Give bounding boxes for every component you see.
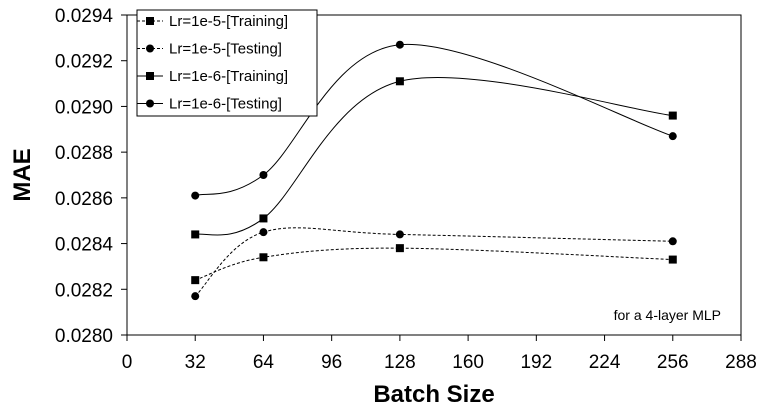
y-tick-label: 0.0294 <box>55 6 114 27</box>
x-tick-label: 96 <box>321 352 342 373</box>
legend-marker <box>146 17 154 25</box>
series-line <box>195 247 673 281</box>
legend-box <box>136 9 318 117</box>
legend-label: Lr=1e-6-[Training] <box>169 68 288 85</box>
y-axis-title: MAE <box>9 148 36 201</box>
x-tick-label: 256 <box>657 352 689 373</box>
series-line <box>194 227 673 297</box>
data-point <box>395 230 404 239</box>
y-tick-label: 0.0284 <box>55 235 114 256</box>
series-3 <box>191 77 677 239</box>
data-point <box>395 77 404 86</box>
y-tick-label: 0.0286 <box>55 189 113 210</box>
x-tick-label: 0 <box>122 352 133 373</box>
legend-marker <box>146 99 154 108</box>
data-point <box>259 171 268 179</box>
legend-label: Lr=1e-5-[Testing] <box>169 41 282 58</box>
series-layer <box>191 40 677 301</box>
legend-label: Lr=1e-5-[Training] <box>169 13 288 30</box>
data-point <box>668 132 677 141</box>
x-tick-label: 192 <box>520 352 552 373</box>
series-2 <box>191 227 677 301</box>
data-point <box>259 228 268 237</box>
data-point <box>668 111 677 120</box>
legend-marker <box>146 72 154 80</box>
series-line <box>195 77 673 236</box>
data-point <box>259 214 268 223</box>
y-tick-label: 0.0292 <box>55 52 113 73</box>
data-point <box>191 191 200 200</box>
axes <box>126 14 742 336</box>
y-tick-label: 0.0280 <box>55 326 113 347</box>
y-axis-ticks: 0.0280 0.0282 0.0284 0.0286 0.0288 0.0290 0.02… <box>55 6 127 347</box>
x-tick-label: 128 <box>384 352 416 373</box>
series-line <box>195 43 673 197</box>
x-tick-label: 288 <box>725 352 757 373</box>
y-tick-label: 0.0282 <box>55 280 113 301</box>
x-tick-label: 224 <box>589 352 621 373</box>
data-point <box>668 255 677 264</box>
x-axis-ticks: 0 32 64 96 128 160 192 224 256 288 <box>122 335 757 373</box>
data-point <box>191 276 200 285</box>
chart-annotation: for a 4-layer MLP <box>614 307 721 323</box>
x-tick-label: 32 <box>185 352 206 373</box>
series-4 <box>191 40 677 200</box>
legend-label: Lr=1e-6-[Testing] <box>169 96 282 113</box>
data-point <box>259 253 268 262</box>
y-tick-label: 0.0290 <box>55 97 113 118</box>
legend-marker <box>146 44 154 53</box>
x-axis-title: Batch Size <box>373 381 494 408</box>
series-1 <box>191 244 677 285</box>
data-point <box>395 40 404 49</box>
data-point <box>191 230 200 239</box>
plot-frame <box>126 14 742 336</box>
y-tick-label: 0.0288 <box>55 143 113 164</box>
legend: Lr=1e-5-[Training] Lr=1e-5-[Testing] Lr=1e… <box>136 9 318 117</box>
data-point <box>668 237 677 246</box>
x-tick-label: 160 <box>452 352 484 373</box>
data-point <box>395 244 404 253</box>
data-point <box>191 292 200 301</box>
x-tick-label: 64 <box>253 352 275 373</box>
